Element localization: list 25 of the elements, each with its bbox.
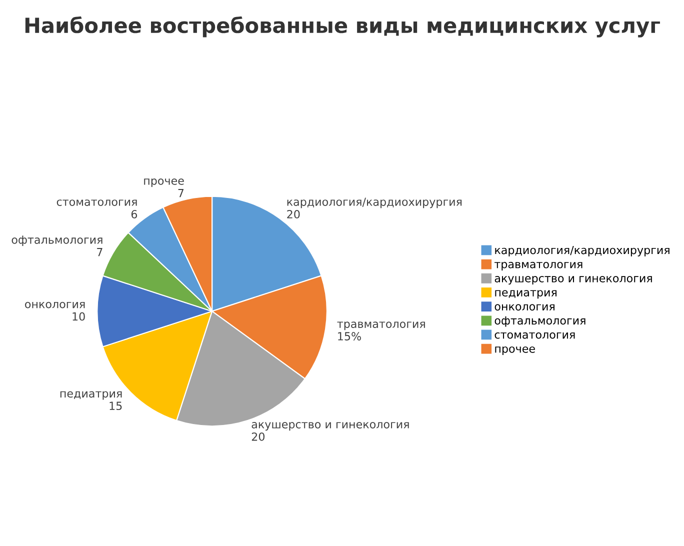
slice-label: акушерство и гинекология [252,422,409,431]
slice-label: онкология [25,302,85,308]
slice-label: прочее [144,178,184,188]
chart-title: Наиболее востребованные виды медицинских услуг [25,16,660,38]
slice-label: офтальмология [12,236,102,246]
slice-label: травматология [337,322,425,330]
legend-label: педиатрия [495,290,556,299]
legend-label: кардиология/кардиохирургия [495,246,670,256]
data-label: 7 [178,189,184,198]
data-label: 20 [252,432,264,441]
legend-label: онкология [494,304,554,311]
data-label: 15% [338,332,361,340]
slice-label: кардиология/кардиохирургия [287,198,462,208]
data-label: 10 [72,312,85,321]
data-label: 15 [110,402,122,410]
legend-label: прочее [495,346,535,355]
data-label: 6 [131,210,138,218]
slice-label: педиатрия [60,391,122,400]
legend-label: стоматология [494,332,575,339]
slice-label: стоматология [56,200,137,206]
data-label: 20 [287,210,300,218]
data-label: 7 [97,248,102,256]
legend-label: травматология [494,262,582,270]
legend-label: акушерство и гинекология [494,276,652,285]
legend-label: офтальмология [494,316,586,327]
